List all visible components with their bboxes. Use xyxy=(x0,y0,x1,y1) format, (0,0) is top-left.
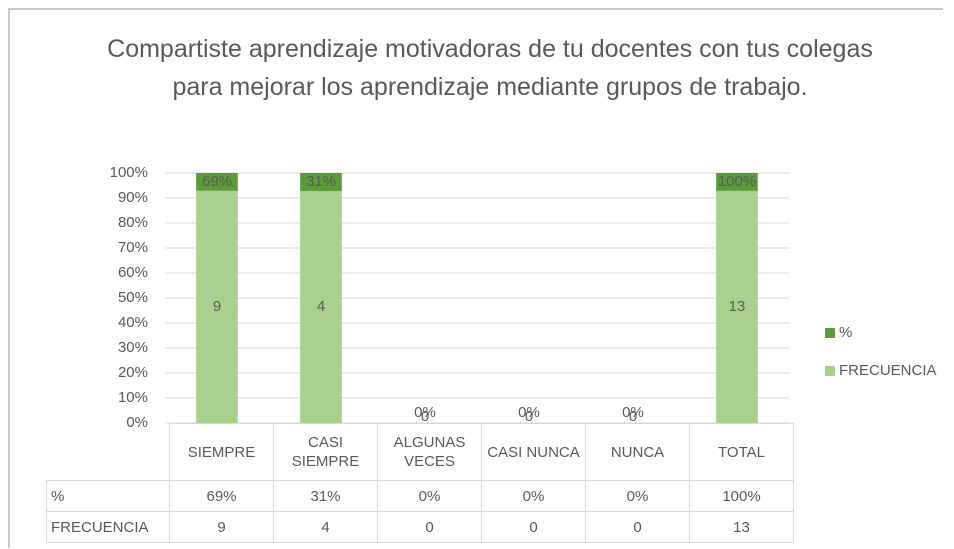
y-tick-label: 30% xyxy=(118,339,148,356)
bar-segment xyxy=(196,173,238,191)
table-cell: 100% xyxy=(689,480,794,512)
table-cell: 0% xyxy=(377,480,482,512)
row-label: % xyxy=(46,480,170,512)
category-label: CASI SIEMPRE xyxy=(273,423,378,481)
table-cell: 31% xyxy=(273,480,378,512)
table-cell: 0 xyxy=(481,511,586,543)
data-label: 9 xyxy=(213,298,221,315)
data-label: 0 xyxy=(525,408,533,425)
data-label: 13 xyxy=(729,298,746,315)
data-table: SIEMPRE CASI SIEMPRE ALGUNAS VECES CASI NUN… xyxy=(46,423,794,543)
category-label: CASI NUNCA xyxy=(481,423,586,481)
table-cell: 0 xyxy=(377,511,482,543)
y-tick-label: 70% xyxy=(118,239,148,256)
y-tick-label: 10% xyxy=(118,389,148,406)
y-tick-label: 100% xyxy=(110,164,148,181)
category-label: NUNCA xyxy=(585,423,690,481)
data-label: 0% xyxy=(518,404,540,421)
bar-segment xyxy=(716,173,758,191)
table-header-row: SIEMPRE CASI SIEMPRE ALGUNAS VECES CASI NUN… xyxy=(46,423,794,481)
bar-segment xyxy=(196,190,238,423)
table-cell: 0% xyxy=(585,480,690,512)
table-cell: 0 xyxy=(585,511,690,543)
y-tick-label: 60% xyxy=(118,264,148,281)
data-label: 31% xyxy=(306,173,336,190)
legend-swatch xyxy=(825,328,835,338)
data-label: 0% xyxy=(622,404,644,421)
y-tick-label: 20% xyxy=(118,364,148,381)
chart-title: Compartiste aprendizaje motivadoras de t… xyxy=(107,35,873,101)
table-row: % 69% 31% 0% 0% 0% 100% xyxy=(46,480,794,512)
category-label: SIEMPRE xyxy=(169,423,274,481)
data-label: 0 xyxy=(629,408,637,425)
data-label: 0% xyxy=(414,404,436,421)
row-label: FRECUENCIA xyxy=(46,511,170,543)
table-row: FRECUENCIA 9 4 0 0 0 13 xyxy=(46,511,794,543)
legend-label: % xyxy=(839,324,852,341)
table-cell: 9 xyxy=(169,511,274,543)
legend-swatch xyxy=(825,366,835,376)
data-label: 0 xyxy=(421,408,429,425)
y-tick-label: 80% xyxy=(118,214,148,231)
y-tick-label: 50% xyxy=(118,289,148,306)
frame xyxy=(8,8,943,548)
y-tick-label: 90% xyxy=(118,189,148,206)
category-label: TOTAL xyxy=(689,423,794,481)
table-cell: 0% xyxy=(481,480,586,512)
data-label: 4 xyxy=(317,298,325,315)
data-label: 100% xyxy=(718,173,756,190)
table-cell: 13 xyxy=(689,511,794,543)
bar-segment xyxy=(300,190,342,423)
data-label: 69% xyxy=(202,173,232,190)
bar-segment xyxy=(300,173,342,191)
category-label: ALGUNAS VECES xyxy=(377,423,482,481)
bar-segment xyxy=(716,190,758,423)
table-cell: 4 xyxy=(273,511,378,543)
y-tick-label: 40% xyxy=(118,314,148,331)
table-cell: 69% xyxy=(169,480,274,512)
table-corner xyxy=(46,423,170,481)
legend-label: FRECUENCIA xyxy=(839,362,937,379)
